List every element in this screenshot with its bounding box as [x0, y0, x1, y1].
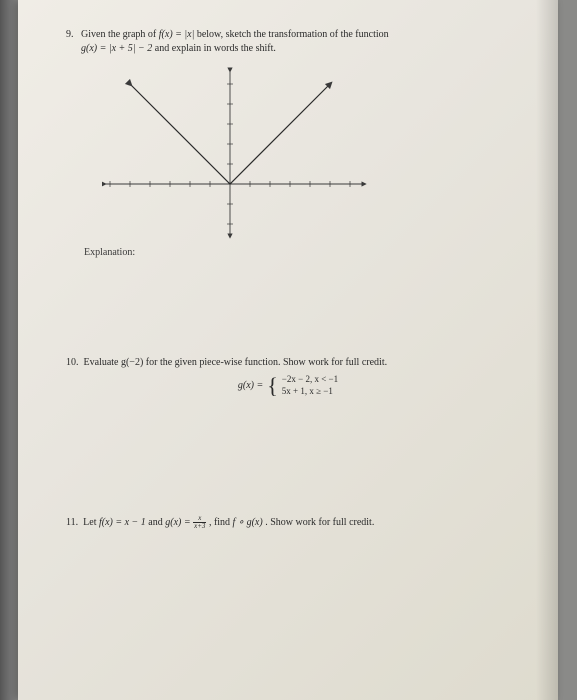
- piece-1: −2x − 2, x < −1: [282, 374, 338, 386]
- function-fx: f(x) = |x|: [159, 29, 195, 40]
- problem-9: 9. Given the graph of f(x) = |x| below, …: [66, 28, 510, 56]
- problem-text: and explain in words the shift.: [155, 43, 276, 54]
- problem-10: 10. Evaluate g(−2) for the given piece-w…: [66, 356, 510, 397]
- problem-11: 11. Let f(x) = x − 1 and g(x) = xx+3 , f…: [66, 515, 510, 530]
- page-binding-shadow: [0, 0, 18, 700]
- graph-svg: [102, 64, 382, 239]
- workspace-gap: [66, 403, 510, 515]
- composition: f ∘ g(x): [233, 517, 263, 528]
- denominator: x+3: [193, 523, 206, 530]
- problem-text: Evaluate g(−2) for the given piece-wise …: [84, 357, 388, 368]
- worksheet-page: 9. Given the graph of f(x) = |x| below, …: [18, 0, 558, 700]
- piece-2: 5x + 1, x ≥ −1: [282, 386, 338, 398]
- problem-number: 10.: [66, 357, 79, 368]
- page-shadow: [536, 0, 558, 700]
- problem-text: . Show work for full credit.: [265, 517, 374, 528]
- piecewise-function: g(x) = { −2x − 2, x < −1 5x + 1, x ≥ −1: [66, 374, 510, 397]
- brace-icon: {: [267, 377, 278, 395]
- problem-text: below, sketch the transformation of the …: [197, 29, 389, 40]
- function-fx: f(x) = x − 1: [99, 517, 146, 528]
- graph-absolute-value: [102, 64, 382, 239]
- gx-prefix: g(x) =: [165, 517, 193, 528]
- gx-label: g(x) =: [238, 379, 263, 393]
- function-gx: g(x) = |x + 5| − 2: [81, 43, 152, 54]
- fraction: xx+3: [193, 515, 206, 530]
- and-text: and: [148, 517, 165, 528]
- explanation-label: Explanation:: [84, 247, 510, 258]
- problem-number: 9.: [66, 29, 74, 40]
- problem-number: 11.: [66, 517, 78, 528]
- problem-text: Given the graph of: [81, 29, 159, 40]
- workspace-gap: [66, 258, 510, 356]
- problem-text: , find: [209, 517, 233, 528]
- problem-text: Let: [83, 517, 99, 528]
